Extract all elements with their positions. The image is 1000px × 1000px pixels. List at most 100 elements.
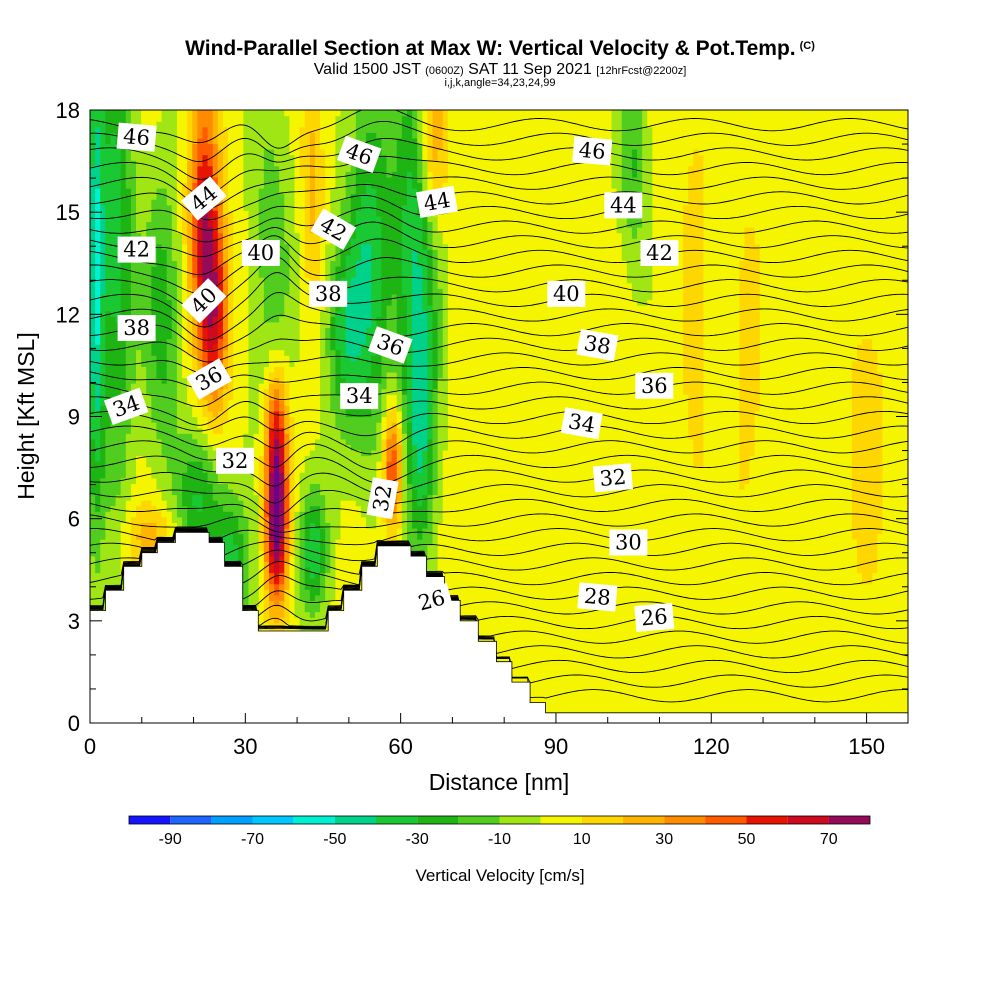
velocity-cell xyxy=(335,344,347,351)
velocity-cell xyxy=(228,366,234,373)
theta-label-bg xyxy=(117,315,156,341)
velocity-cell xyxy=(851,449,884,457)
velocity-cell xyxy=(90,488,101,496)
velocity-cell xyxy=(355,126,403,133)
velocity-cell xyxy=(314,572,321,579)
velocity-cell xyxy=(325,149,336,156)
velocity-cell xyxy=(187,132,193,139)
velocity-cell xyxy=(146,232,173,239)
velocity-cell xyxy=(401,410,408,418)
velocity-cell xyxy=(228,282,234,289)
velocity-cell xyxy=(314,188,326,195)
velocity-cell xyxy=(621,254,653,262)
velocity-cell xyxy=(427,160,449,167)
velocity-cell xyxy=(401,132,413,139)
velocity-cell xyxy=(248,388,260,395)
velocity-cell xyxy=(309,589,321,596)
velocity-cell xyxy=(258,188,280,195)
velocity-cell xyxy=(396,165,418,172)
velocity-cell xyxy=(355,500,377,507)
velocity-cell xyxy=(442,238,623,245)
velocity-cell xyxy=(739,349,761,356)
velocity-cell xyxy=(176,215,183,223)
velocity-cell xyxy=(688,427,705,434)
velocity-cell xyxy=(105,204,122,211)
velocity-cell xyxy=(381,137,398,145)
velocity-cell xyxy=(187,149,193,156)
velocity-cell xyxy=(274,511,280,518)
velocity-cell xyxy=(851,405,884,412)
velocity-cell xyxy=(330,316,336,323)
velocity-cell xyxy=(412,299,423,306)
velocity-cell xyxy=(299,483,311,490)
velocity-cell xyxy=(90,171,101,178)
velocity-cell xyxy=(95,282,101,289)
velocity-cell xyxy=(274,455,280,462)
velocity-cell xyxy=(406,188,418,195)
velocity-cell xyxy=(432,171,449,178)
velocity-cell xyxy=(284,516,290,523)
velocity-cell xyxy=(233,299,250,306)
theta-label-bg xyxy=(216,447,254,474)
velocity-cell xyxy=(703,288,740,295)
velocity-cell xyxy=(197,154,204,161)
velocity-cell xyxy=(248,600,260,607)
velocity-cell xyxy=(192,171,198,178)
velocity-cell xyxy=(299,494,306,501)
velocity-cell xyxy=(233,232,250,239)
velocity-cell xyxy=(422,143,429,150)
theta-label-text: 32 xyxy=(222,449,249,473)
velocity-cell xyxy=(739,282,761,289)
theta-label-bg xyxy=(116,122,157,152)
velocity-cell xyxy=(274,566,280,574)
velocity-cell xyxy=(749,455,853,462)
velocity-cell xyxy=(447,254,623,262)
velocity-cell xyxy=(90,399,96,406)
velocity-cell xyxy=(187,171,193,178)
velocity-cell xyxy=(739,366,761,373)
velocity-cell xyxy=(442,488,853,496)
velocity-cell xyxy=(228,143,244,150)
velocity-cell xyxy=(851,416,884,423)
velocity-cell xyxy=(299,550,306,557)
velocity-cell xyxy=(447,154,613,161)
velocity-cell xyxy=(422,227,429,234)
velocity-cell xyxy=(442,355,449,362)
velocity-cell xyxy=(340,254,347,262)
velocity-cell xyxy=(95,383,101,390)
velocity-cell xyxy=(289,282,301,289)
velocity-cell xyxy=(212,149,219,156)
velocity-cell xyxy=(427,121,434,128)
velocity-cell xyxy=(120,539,132,546)
velocity-cell xyxy=(289,600,296,607)
velocity-cell xyxy=(688,416,705,423)
velocity-cell xyxy=(263,494,270,501)
velocity-cell xyxy=(739,299,761,306)
velocity-cell xyxy=(442,483,740,490)
velocity-cell xyxy=(422,527,434,535)
velocity-cell xyxy=(703,416,740,423)
velocity-cell xyxy=(202,500,219,507)
velocity-cell xyxy=(422,171,429,178)
velocity-cell xyxy=(187,143,193,150)
velocity-cell xyxy=(412,394,429,401)
valid-utc: (0600Z) xyxy=(425,65,464,77)
velocity-cell xyxy=(156,483,173,490)
velocity-cell xyxy=(263,293,285,301)
velocity-cell xyxy=(294,539,301,546)
velocity-cell xyxy=(432,366,439,373)
velocity-cell xyxy=(274,160,296,167)
velocity-cell xyxy=(621,243,653,250)
velocity-cell xyxy=(95,210,101,217)
velocity-cell xyxy=(95,555,101,562)
theta-label: 34 xyxy=(340,383,379,410)
velocity-cell xyxy=(187,466,204,473)
velocity-cell xyxy=(95,143,101,150)
velocity-cell xyxy=(130,227,137,234)
velocity-cell xyxy=(422,461,429,468)
velocity-cell xyxy=(335,310,347,317)
velocity-cell xyxy=(314,176,326,184)
velocity-cell xyxy=(442,449,694,457)
velocity-cell xyxy=(100,126,106,133)
velocity-cell xyxy=(330,533,342,540)
